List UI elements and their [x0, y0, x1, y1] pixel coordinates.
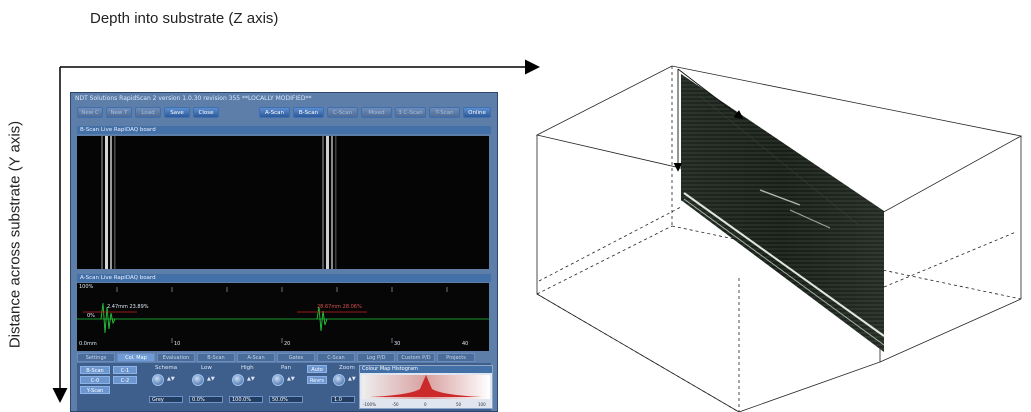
side-y-scan-button[interactable]: Y-Scan: [80, 386, 110, 394]
schema-knob[interactable]: [152, 374, 164, 386]
ascan-y-mid: 0%: [87, 313, 95, 319]
high-value[interactable]: 100.0%: [229, 396, 263, 403]
hist-axis-2: 0: [424, 402, 427, 407]
tab-log-pd[interactable]: Log P/D: [357, 353, 395, 362]
new-c-button[interactable]: New C: [77, 107, 103, 118]
zoom-label: Zoom: [339, 365, 355, 371]
high-arrows-icon[interactable]: ▲▼: [247, 376, 255, 382]
rapidscan-window: NDT Solutions RapidScan 2 version 1.0.30…: [70, 92, 498, 412]
bscan-view: [77, 136, 489, 269]
tab-b-scan[interactable]: B-Scan: [293, 107, 324, 118]
zoom-value[interactable]: 1.0: [331, 396, 355, 403]
settings-tab-strip: Settings Col. Map Evaluation B-Scan A-Sc…: [77, 353, 491, 362]
pan-knob[interactable]: [272, 374, 284, 386]
new-t-button[interactable]: New T: [106, 107, 132, 118]
pan-value[interactable]: 50.0%: [269, 396, 303, 403]
window-title: NDT Solutions RapidScan 2 version 1.0.30…: [75, 95, 312, 102]
tab-c-scan-settings[interactable]: C-Scan: [317, 353, 355, 362]
side-c1-button[interactable]: C-1: [113, 366, 137, 374]
zoom-arrows-icon[interactable]: ▲▼: [348, 376, 356, 382]
ascan-ticks: [116, 287, 448, 343]
hist-axis-0: -100%: [363, 402, 376, 407]
tab-gates[interactable]: Gates: [277, 353, 315, 362]
ascan-echo-1: [100, 302, 116, 334]
tab-c-scan[interactable]: C-Scan: [327, 107, 358, 118]
histogram-peak: [370, 375, 482, 397]
tab-a-scan-settings[interactable]: A-Scan: [237, 353, 275, 362]
schema-value[interactable]: Grey: [149, 396, 183, 403]
low-knob[interactable]: [192, 374, 204, 386]
tab-b-scan-settings[interactable]: B-Scan: [197, 353, 235, 362]
pan-label: Pan: [281, 365, 291, 371]
bscan-echo-right: [322, 136, 337, 269]
bscan-echo-left: [101, 136, 116, 269]
hist-axis-1: -50: [392, 402, 399, 407]
schema-arrows-icon[interactable]: ▲▼: [167, 376, 175, 382]
ascan-view: 100% 0% 0.0mm 10 20 30 40 2.47mm 23.89% …: [77, 283, 489, 351]
ascan-panel-title: A-Scan Live RapiDAQ board: [77, 274, 491, 282]
ascan-echo-2: [316, 306, 328, 332]
schema-label: Schema: [155, 365, 178, 371]
tab-col-map[interactable]: Col. Map: [117, 353, 155, 362]
slice-z-arrow: [677, 68, 744, 120]
bscan-slice: [681, 74, 885, 352]
side-c0-button[interactable]: C-0: [80, 376, 110, 384]
tab-projects[interactable]: Projects: [437, 353, 475, 362]
hist-axis-3: 50: [456, 402, 462, 407]
ascan-x-left: 0.0mm: [79, 341, 97, 347]
low-arrows-icon[interactable]: ▲▼: [207, 376, 215, 382]
side-c2-button[interactable]: C-2: [113, 376, 137, 384]
zoom-knob[interactable]: [333, 374, 345, 386]
ascan-tick-40: 40: [462, 341, 469, 347]
bscan-panel-title: B-Scan Live RapiDAQ board: [77, 126, 491, 134]
colour-map-controls: B-Scan C-1 C-0 C-2 Y-Scan Schema ▲▼ Grey…: [77, 363, 493, 411]
histogram-title: Colour Map Histogram: [360, 366, 492, 373]
ascan-tick-30: 30: [394, 341, 401, 347]
hist-axis-4: 100: [478, 402, 486, 407]
tab-a-scan[interactable]: A-Scan: [259, 107, 290, 118]
save-button[interactable]: Save: [164, 107, 190, 118]
close-button[interactable]: Close: [193, 107, 219, 118]
auto-button[interactable]: Auto: [307, 365, 327, 373]
tab-custom-pd[interactable]: Custom P/D: [397, 353, 435, 362]
ascan-tick-20: 20: [284, 341, 291, 347]
tab-mixed[interactable]: Mixed: [361, 107, 392, 118]
ascan-y-top: 100%: [79, 284, 94, 290]
ascan-tick-10: 10: [174, 341, 181, 347]
colour-map-histogram: Colour Map Histogram -100% -50 0 50 100: [359, 365, 493, 409]
pan-arrows-icon[interactable]: ▲▼: [287, 376, 295, 382]
load-button[interactable]: Load: [135, 107, 161, 118]
high-label: High: [241, 365, 254, 371]
tab-settings[interactable]: Settings: [77, 353, 115, 362]
tab-3-c-scan[interactable]: 3 C-Scan: [395, 107, 426, 118]
high-knob[interactable]: [232, 374, 244, 386]
reverse-button[interactable]: Revrs: [307, 376, 327, 384]
tab-evaluation[interactable]: Evaluation: [157, 353, 195, 362]
low-value[interactable]: 0.0%: [189, 396, 223, 403]
tab-t-scan[interactable]: T-Scan: [429, 107, 460, 118]
low-label: Low: [201, 365, 212, 371]
marker-readout-2: 28.67mm 28.06%: [317, 304, 362, 310]
side-b-scan-button[interactable]: B-Scan: [80, 366, 110, 374]
online-button[interactable]: Online: [463, 107, 491, 118]
marker-readout-1: 2.47mm 23.89%: [107, 304, 149, 310]
z-axis-label: Depth into substrate (Z axis): [90, 10, 279, 27]
